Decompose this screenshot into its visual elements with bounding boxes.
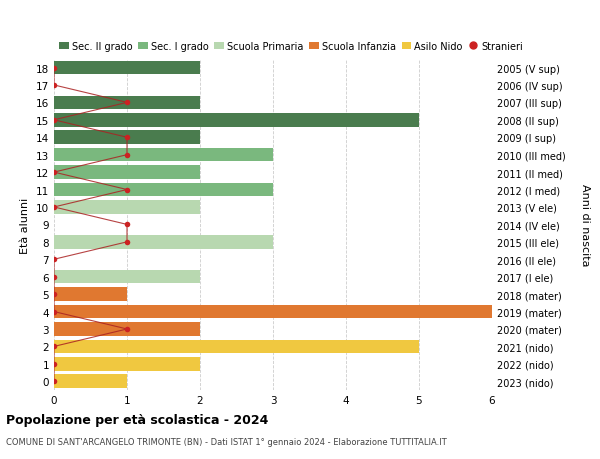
Bar bbox=[54, 114, 419, 127]
Bar bbox=[54, 96, 200, 110]
Bar bbox=[54, 183, 273, 197]
Bar bbox=[54, 305, 492, 319]
Point bbox=[122, 100, 132, 107]
Bar bbox=[54, 166, 200, 179]
Point bbox=[49, 274, 59, 281]
Bar bbox=[54, 149, 273, 162]
Bar bbox=[54, 235, 273, 249]
Bar bbox=[54, 288, 127, 301]
Y-axis label: Anni di nascita: Anni di nascita bbox=[580, 184, 589, 266]
Point bbox=[122, 186, 132, 194]
Bar bbox=[54, 357, 200, 371]
Point bbox=[49, 65, 59, 72]
Point bbox=[122, 239, 132, 246]
Point bbox=[122, 325, 132, 333]
Point bbox=[49, 256, 59, 263]
Point bbox=[49, 291, 59, 298]
Bar bbox=[54, 201, 200, 214]
Bar bbox=[54, 62, 200, 75]
Bar bbox=[54, 340, 419, 353]
Point bbox=[122, 151, 132, 159]
Text: COMUNE DI SANT'ARCANGELO TRIMONTE (BN) - Dati ISTAT 1° gennaio 2024 - Elaborazio: COMUNE DI SANT'ARCANGELO TRIMONTE (BN) -… bbox=[6, 437, 447, 446]
Bar bbox=[54, 375, 127, 388]
Point bbox=[122, 221, 132, 229]
Legend: Sec. II grado, Sec. I grado, Scuola Primaria, Scuola Infanzia, Asilo Nido, Stran: Sec. II grado, Sec. I grado, Scuola Prim… bbox=[59, 41, 523, 51]
Point bbox=[49, 204, 59, 211]
Text: Popolazione per età scolastica - 2024: Popolazione per età scolastica - 2024 bbox=[6, 413, 268, 426]
Bar bbox=[54, 323, 200, 336]
Y-axis label: Età alunni: Età alunni bbox=[20, 197, 31, 253]
Point bbox=[49, 308, 59, 315]
Point bbox=[49, 169, 59, 176]
Point bbox=[49, 378, 59, 385]
Bar bbox=[54, 270, 200, 284]
Point bbox=[49, 360, 59, 368]
Point bbox=[122, 134, 132, 142]
Bar bbox=[54, 131, 200, 145]
Point bbox=[49, 343, 59, 350]
Point bbox=[49, 117, 59, 124]
Point bbox=[49, 82, 59, 90]
